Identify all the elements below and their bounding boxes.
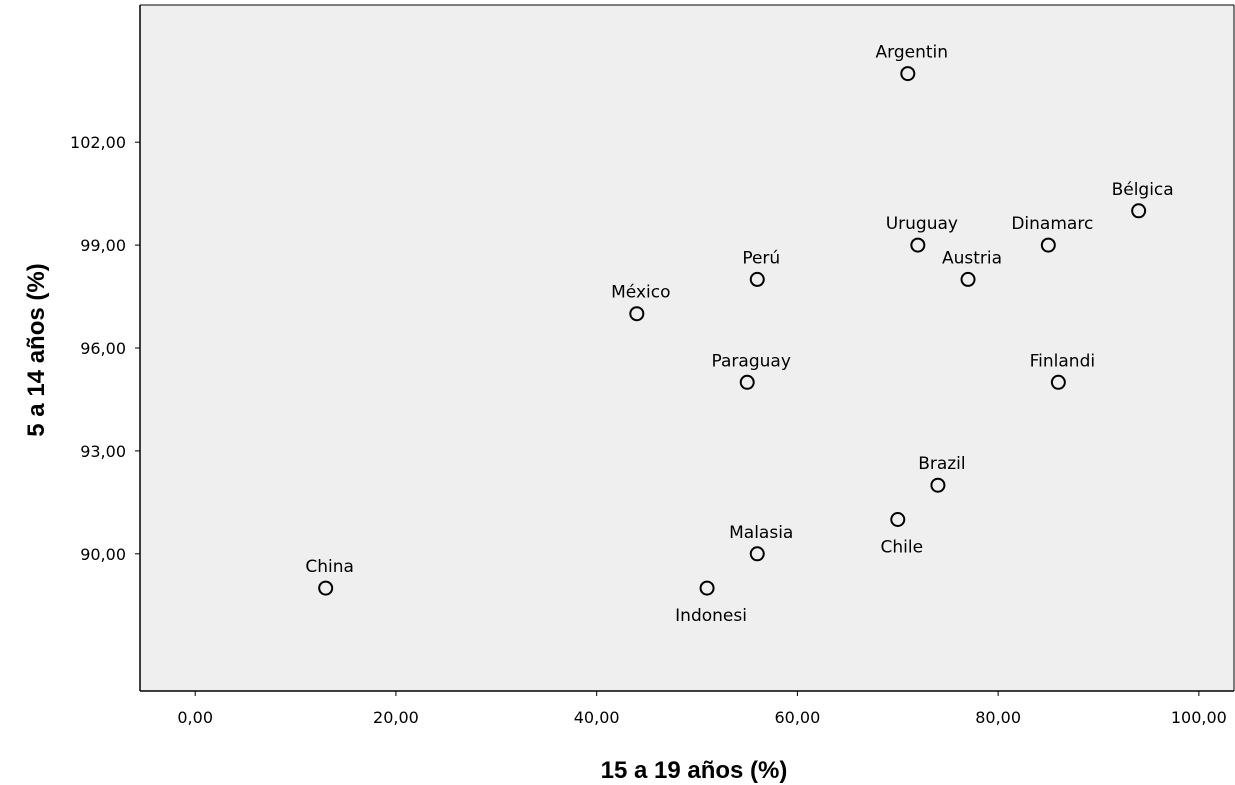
data-point-label: China [305, 557, 354, 577]
data-points: Argentin Bélgica Uruguay Dinamarc Perú Austri… [305, 43, 1174, 626]
x-tick-label: 100,00 [1171, 708, 1227, 727]
data-point-marker [890, 512, 906, 527]
data-point-marker [749, 271, 765, 287]
y-tick-label: 102,00 [70, 133, 126, 152]
y-tick-label: 93,00 [80, 442, 126, 461]
plot-area [140, 5, 1234, 691]
data-point-label: México [611, 283, 670, 303]
data-point-marker [699, 580, 715, 596]
data-point-label: Malasia [729, 523, 793, 543]
data-point-marker [318, 580, 334, 596]
data-point-marker [900, 66, 916, 82]
data-point-marker [930, 477, 946, 493]
data-point-label: Bélgica [1112, 180, 1174, 200]
data-point-marker [749, 546, 765, 562]
axis-ticks: 0,00 20,00 40,00 60,00 80,00 100,00 90,00 93,00… [70, 133, 1227, 727]
data-point-label: Argentin [876, 43, 949, 63]
data-point-label: Dinamarc [1011, 214, 1093, 234]
x-tick-label: 20,00 [373, 708, 419, 727]
y-axis-title: 5 a 14 años (%) [23, 263, 50, 436]
data-point-label: Brazil [918, 454, 965, 474]
x-tick-label: 60,00 [774, 708, 820, 727]
data-point-label: Paraguay [712, 351, 791, 371]
data-point-marker [1131, 203, 1147, 219]
data-point-marker [1050, 374, 1066, 390]
data-point-marker [739, 374, 755, 390]
x-tick-label: 40,00 [574, 708, 620, 727]
data-point-label: Indonesi [675, 606, 747, 626]
data-point-marker [629, 306, 645, 322]
data-point-label: Chile [880, 538, 923, 558]
data-point-label: Austria [942, 248, 1002, 268]
data-point-label: Finlandi [1030, 351, 1095, 371]
data-point-label: Uruguay [886, 214, 958, 234]
data-point-marker [1040, 237, 1056, 253]
y-tick-label: 90,00 [80, 545, 126, 564]
y-tick-label: 96,00 [80, 339, 126, 358]
data-point-marker [960, 271, 976, 287]
y-tick-label: 99,00 [80, 236, 126, 255]
x-tick-label: 0,00 [177, 708, 213, 727]
x-tick-label: 80,00 [975, 708, 1021, 727]
data-point-label: Perú [742, 248, 780, 268]
data-point-marker [910, 237, 926, 253]
x-axis-title: 15 a 19 años (%) [601, 757, 788, 784]
